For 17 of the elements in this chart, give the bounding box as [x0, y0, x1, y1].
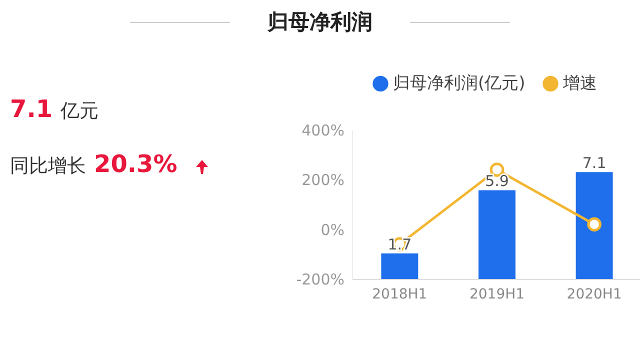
y-tick-label: 400% [302, 122, 344, 140]
y-tick-label: 0% [320, 220, 344, 239]
y-tick-label: -200% [296, 270, 344, 288]
legend-label: 归母净利润(亿元) [393, 74, 526, 94]
text: 亿元 [60, 100, 99, 122]
x-tick-label: 2019H1 [469, 286, 525, 302]
data-label: 5.9 [485, 172, 509, 190]
point [587, 217, 602, 232]
data-label: 7.1 [582, 154, 606, 172]
x-tick-label: 2018H1 [372, 286, 428, 302]
chart-title: 归母净利润 [266, 9, 374, 36]
y-tick-label: 200% [302, 171, 344, 190]
x-tick-label: 2020H1 [566, 286, 622, 302]
legend-label: 增速 [562, 74, 597, 94]
text: 同比增长 [10, 155, 86, 177]
text: 20.3% [94, 150, 178, 178]
text: 7.1 [10, 95, 53, 123]
